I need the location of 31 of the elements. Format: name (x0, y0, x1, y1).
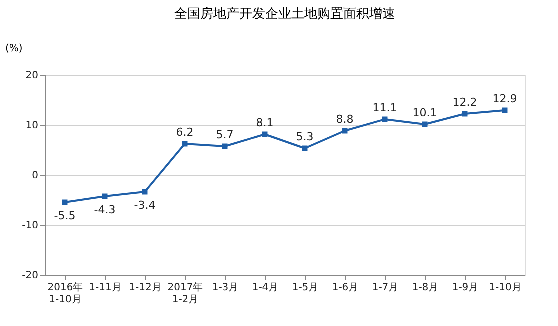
chart-title: 全国房地产开发企业土地购置面积增速 (174, 6, 396, 22)
x-tick-label: 1-3月 (212, 282, 239, 294)
x-tick-label: 1-7月 (372, 282, 399, 294)
x-tick-label: 1-4月 (252, 282, 279, 294)
y-tick-label: 0 (32, 170, 38, 182)
x-tick-label: 1-11月 (89, 282, 122, 294)
data-label: 8.1 (256, 116, 274, 130)
x-tick-label: 1-5月 (292, 282, 319, 294)
x-tick-label: 1-6月 (332, 282, 359, 294)
data-label: 5.7 (216, 128, 234, 142)
y-tick-label: 20 (26, 70, 38, 82)
data-label: -5.5 (54, 210, 76, 222)
y-tick-label: 10 (26, 120, 38, 132)
data-label: 6.2 (176, 126, 194, 139)
data-label: 5.3 (296, 130, 314, 144)
data-label: 8.8 (336, 113, 354, 126)
x-tick-label: 1-8月 (412, 282, 439, 294)
data-label: -3.4 (134, 199, 156, 212)
x-tick-label: 2016年 1-10月 (48, 282, 84, 306)
y-tick-label: -20 (22, 270, 38, 282)
x-tick-label: 2017年 1-2月 (168, 282, 204, 306)
y-axis-title: (%) (6, 44, 23, 54)
data-label: 11.1 (372, 102, 398, 114)
data-label: 12.9 (492, 92, 518, 106)
data-label: -4.3 (94, 204, 116, 216)
x-tick-label: 1-12月 (129, 282, 162, 294)
data-label: 10.1 (412, 106, 438, 120)
x-tick-label: 1-9月 (452, 282, 479, 294)
y-tick-label: -10 (22, 220, 38, 232)
data-label: 12.2 (452, 96, 478, 109)
x-tick-label: 1-10月 (489, 282, 522, 294)
